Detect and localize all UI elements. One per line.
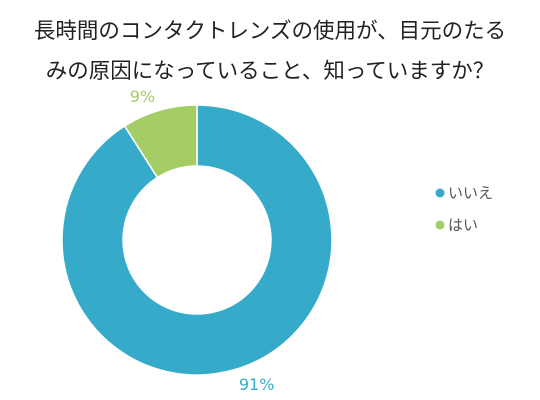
chart-title: 長時間のコンタクトレンズの使用が、目元のたる みの原因になっていること、知ってい…: [34, 19, 506, 84]
donut-slices: [61, 104, 333, 376]
donut-slice-2: [123, 104, 198, 179]
legend-marker-2: [435, 220, 445, 230]
chart-title-line-2: みの原因になっていること、知っていますか？: [46, 59, 495, 84]
donut-slice-1: [61, 104, 333, 376]
legend-label-2: はい: [448, 216, 478, 234]
chart-title-line-1: 長時間のコンタクトレンズの使用が、目元のたる: [34, 19, 506, 44]
data-labels: 91% 9%: [130, 87, 275, 394]
legend-label-1: いいえ: [448, 184, 493, 202]
data-label-1: 91%: [239, 375, 275, 394]
data-label-2: 9%: [130, 87, 155, 106]
legend-marker-1: [435, 188, 445, 198]
